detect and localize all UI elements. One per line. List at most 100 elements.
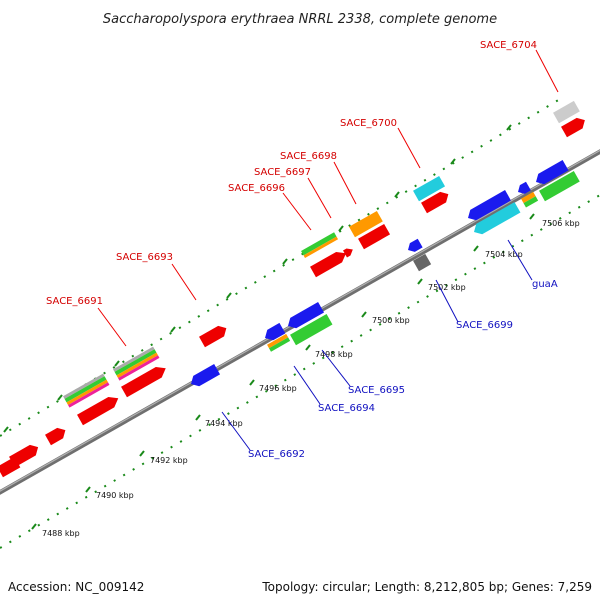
gene-feature-green[interactable] bbox=[269, 337, 291, 352]
tick-label: 7488 kbp bbox=[42, 529, 80, 538]
label-leader bbox=[333, 161, 357, 205]
gene-feature-magenta[interactable] bbox=[118, 355, 160, 381]
gene-feature-green[interactable] bbox=[301, 232, 337, 256]
tick-label: 7490 kbp bbox=[96, 491, 134, 500]
tick-mark bbox=[249, 379, 255, 386]
gene-feature-green[interactable] bbox=[64, 376, 107, 403]
tick-mark bbox=[57, 394, 63, 401]
gene-feature-magenta[interactable] bbox=[68, 382, 110, 408]
tick-label: 7502 kbp bbox=[428, 283, 466, 292]
gene-feature-blue[interactable] bbox=[465, 190, 511, 223]
gene-feature-darkgray[interactable] bbox=[413, 253, 432, 272]
tick-label: 7492 kbp bbox=[150, 456, 188, 465]
reverse-labels bbox=[221, 239, 533, 451]
label-leader bbox=[307, 177, 332, 219]
gene-feature-red[interactable] bbox=[45, 425, 68, 446]
tick-mark bbox=[85, 486, 91, 493]
label-leader bbox=[321, 349, 351, 387]
tick-label: 7504 kbp bbox=[485, 250, 523, 259]
tick-mark bbox=[394, 191, 400, 198]
tick-label: 7500 kbp bbox=[372, 316, 410, 325]
gene-feature-blue[interactable] bbox=[262, 322, 286, 343]
gene-feature-green[interactable] bbox=[539, 171, 580, 202]
tick-marks bbox=[3, 124, 535, 530]
gene-label-reverse: SACE_6694 bbox=[318, 403, 375, 414]
gene-features bbox=[0, 100, 588, 478]
tick-label: 7498 kbp bbox=[315, 350, 353, 359]
gene-label-reverse: SACE_6692 bbox=[248, 449, 305, 460]
gene-feature-orange[interactable] bbox=[116, 352, 158, 378]
tick-mark bbox=[226, 292, 232, 299]
tick-mark bbox=[114, 360, 120, 367]
tick-mark bbox=[450, 158, 456, 165]
gene-label-forward: SACE_6700 bbox=[340, 118, 397, 129]
tick-labels: 7488 kbp 7490 kbp 7492 kbp 7494 kbp 7496… bbox=[42, 219, 580, 538]
gene-feature-red[interactable] bbox=[421, 189, 451, 214]
tick-mark bbox=[417, 278, 423, 285]
tick-mark bbox=[195, 414, 201, 421]
tick-mark bbox=[170, 326, 176, 333]
gene-feature-gray[interactable] bbox=[63, 373, 105, 399]
gene-feature-orange[interactable] bbox=[66, 379, 108, 405]
tick-label: 7496 kbp bbox=[259, 384, 297, 393]
label-leader bbox=[293, 365, 321, 405]
gene-feature-blue[interactable] bbox=[406, 238, 423, 255]
gene-label-forward: SACE_6696 bbox=[228, 183, 285, 194]
gene-feature-green[interactable] bbox=[114, 349, 157, 376]
reverse-tick-track bbox=[0, 194, 600, 549]
gene-label-forward: SACE_6697 bbox=[254, 167, 311, 178]
tick-mark bbox=[338, 225, 344, 232]
tick-mark bbox=[139, 450, 145, 457]
map-title: Saccharopolyspora erythraea NRRL 2338, c… bbox=[103, 12, 497, 27]
label-leader bbox=[507, 239, 533, 281]
gene-feature-red[interactable] bbox=[310, 248, 349, 278]
gene-feature-red[interactable] bbox=[9, 442, 41, 468]
gene-feature-blue[interactable] bbox=[285, 302, 325, 331]
gene-label-forward: SACE_6691 bbox=[46, 296, 103, 307]
gene-feature-red[interactable] bbox=[561, 115, 588, 138]
gene-feature-green[interactable] bbox=[523, 196, 539, 208]
tick-mark bbox=[473, 245, 479, 252]
gene-feature-blue[interactable] bbox=[533, 159, 569, 187]
gene-feature-cyan[interactable] bbox=[471, 202, 521, 237]
label-leader bbox=[97, 307, 127, 347]
label-leader bbox=[535, 49, 559, 93]
label-leader bbox=[435, 279, 459, 323]
tick-mark bbox=[506, 124, 512, 131]
accession-text: Accession: NC_009142 bbox=[8, 580, 145, 594]
tick-mark bbox=[529, 213, 535, 220]
gene-feature-gray[interactable] bbox=[113, 346, 155, 372]
gene-feature-orange[interactable] bbox=[521, 191, 536, 204]
gene-feature-gray[interactable] bbox=[553, 100, 580, 124]
gene-feature-blue[interactable] bbox=[188, 363, 221, 389]
tick-mark bbox=[31, 523, 37, 530]
label-leader bbox=[282, 192, 312, 231]
label-leader bbox=[171, 263, 197, 301]
gene-feature-red[interactable] bbox=[77, 393, 121, 426]
gene-label-forward: SACE_6693 bbox=[116, 252, 173, 263]
gene-feature-blue[interactable] bbox=[516, 181, 531, 197]
tick-mark bbox=[305, 344, 311, 351]
gene-label-reverse: SACE_6699 bbox=[456, 320, 513, 331]
gene-label-reverse: guaA bbox=[532, 279, 558, 290]
gene-feature-cyan[interactable] bbox=[413, 175, 446, 202]
tick-label: 7506 kbp bbox=[542, 219, 580, 228]
gene-feature-orange[interactable] bbox=[267, 333, 289, 349]
tick-mark bbox=[282, 258, 288, 265]
gene-feature-orange[interactable] bbox=[303, 236, 339, 258]
gene-feature-red[interactable] bbox=[199, 323, 229, 348]
tick-label: 7494 kbp bbox=[205, 419, 243, 428]
gene-feature-orange[interactable] bbox=[349, 210, 383, 238]
tick-mark bbox=[361, 311, 367, 318]
gene-feature-red[interactable] bbox=[343, 246, 355, 258]
gene-label-forward: SACE_6704 bbox=[480, 40, 537, 51]
genome-summary-text: Topology: circular; Length: 8,212,805 bp… bbox=[262, 580, 592, 594]
forward-labels bbox=[97, 49, 559, 347]
label-leader bbox=[397, 127, 421, 169]
gene-feature-red[interactable] bbox=[121, 363, 169, 398]
gene-label-forward: SACE_6698 bbox=[280, 151, 337, 162]
tick-mark bbox=[3, 426, 9, 433]
gene-feature-red[interactable] bbox=[358, 223, 391, 250]
gene-feature-green[interactable] bbox=[290, 314, 333, 346]
